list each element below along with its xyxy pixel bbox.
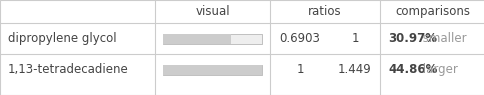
- Text: 0.6903: 0.6903: [279, 32, 320, 45]
- Bar: [163, 65, 261, 74]
- Text: comparisons: comparisons: [394, 5, 469, 18]
- Text: dipropylene glycol: dipropylene glycol: [8, 32, 116, 45]
- Text: ratios: ratios: [307, 5, 341, 18]
- Bar: [163, 65, 261, 74]
- Text: 44.86%: 44.86%: [387, 63, 437, 76]
- Text: 1.449: 1.449: [337, 63, 371, 76]
- Text: 30.97%: 30.97%: [387, 32, 436, 45]
- Text: visual: visual: [195, 5, 229, 18]
- Text: larger: larger: [418, 63, 457, 76]
- Text: smaller: smaller: [418, 32, 466, 45]
- Text: 1,13-tetradecadiene: 1,13-tetradecadiene: [8, 63, 128, 76]
- Bar: [163, 34, 261, 44]
- Bar: [163, 34, 231, 44]
- Text: 1: 1: [296, 63, 303, 76]
- Text: 1: 1: [350, 32, 358, 45]
